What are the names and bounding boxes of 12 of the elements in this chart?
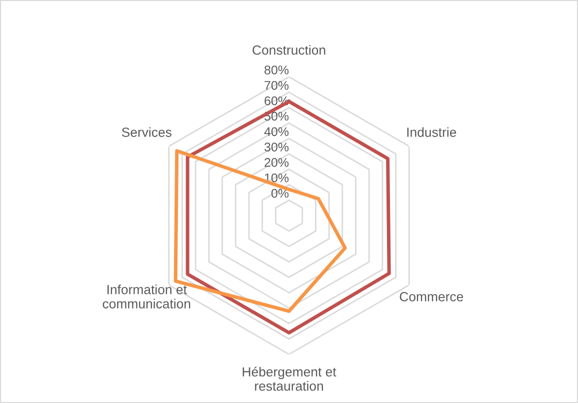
spoke-label: Construction	[252, 45, 326, 55]
y-tick-label: 70%	[264, 80, 289, 90]
spoke-label: Hébergement et restauration	[242, 366, 336, 391]
spoke-label: Information et communication	[102, 284, 190, 308]
y-tick-label: 40%	[264, 127, 289, 136]
y-tick-label: 80%	[264, 66, 289, 74]
spoke-label: Commerce	[400, 292, 464, 302]
y-tick-label: 0%	[271, 188, 289, 198]
spoke-label: Services	[122, 127, 172, 137]
y-tick-label: 30%	[264, 142, 289, 152]
spoke-label: Industrie	[407, 127, 456, 137]
y-tick-label: 20%	[264, 158, 289, 167]
